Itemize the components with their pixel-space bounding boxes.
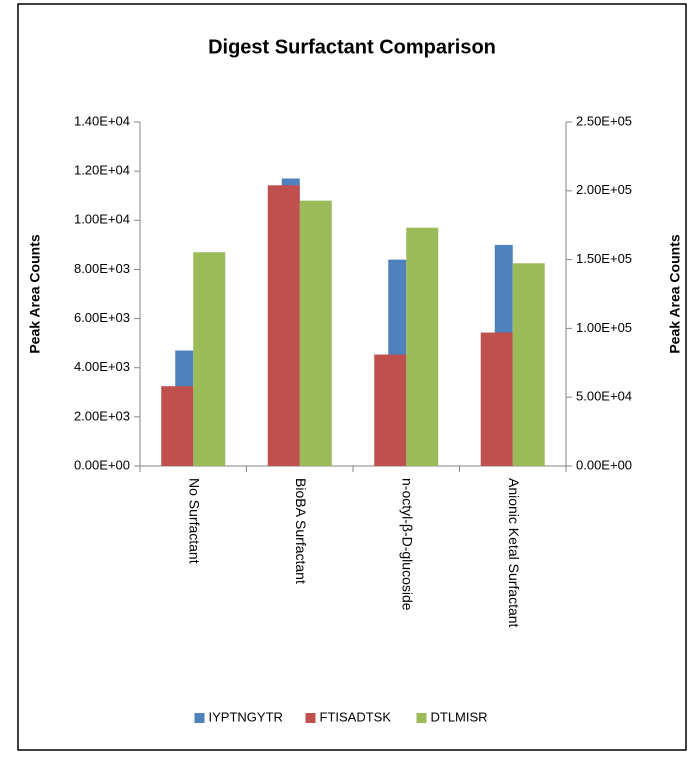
y-axis-label: Peak Area Counts <box>27 234 43 354</box>
y2-tick-label: 1.50E+05 <box>576 251 632 266</box>
legend-swatch <box>194 713 205 723</box>
y-tick-label: 6.00E+03 <box>74 310 130 325</box>
y2-tick-label: 1.00E+05 <box>576 320 632 335</box>
bar <box>512 263 545 466</box>
legend-swatch <box>305 713 316 723</box>
y-tick-label: 2.00E+03 <box>74 408 130 423</box>
bar <box>193 252 226 466</box>
legend-label: DTLMISR <box>431 709 488 724</box>
y-tick-label: 8.00E+03 <box>74 261 130 276</box>
bar <box>480 332 513 466</box>
bar <box>374 354 407 466</box>
legend-label: FTISADTSK <box>320 709 392 724</box>
y2-axis-label: Peak Area Counts <box>667 234 683 354</box>
y2-tick-label: 2.50E+05 <box>576 113 632 128</box>
y2-tick-label: 5.00E+04 <box>576 389 632 404</box>
y-tick-label: 1.40E+04 <box>74 113 130 128</box>
chart-title: Digest Surfactant Comparison <box>208 36 496 58</box>
legend-swatch <box>416 713 427 723</box>
y-tick-label: 1.20E+04 <box>74 163 130 178</box>
bar <box>299 200 332 466</box>
bar <box>406 227 439 466</box>
bar <box>161 386 194 466</box>
y2-tick-label: 2.00E+05 <box>576 182 632 197</box>
y-tick-label: 4.00E+03 <box>74 359 130 374</box>
chart-border <box>17 3 687 751</box>
bar <box>267 185 300 466</box>
y-tick-label: 0.00E+00 <box>74 457 130 472</box>
legend-label: IYPTNGYTR <box>209 709 283 724</box>
x-tick-label: BioBA Surfactant <box>293 478 309 584</box>
x-tick-label: No Surfactant <box>187 478 203 564</box>
y2-tick-label: 0.00E+00 <box>576 457 632 472</box>
y-tick-label: 1.00E+04 <box>74 212 130 227</box>
x-tick-label: n-octyl-β-D-glucoside <box>400 478 416 611</box>
x-tick-label: Anionic Ketal Surfactant <box>506 478 522 628</box>
